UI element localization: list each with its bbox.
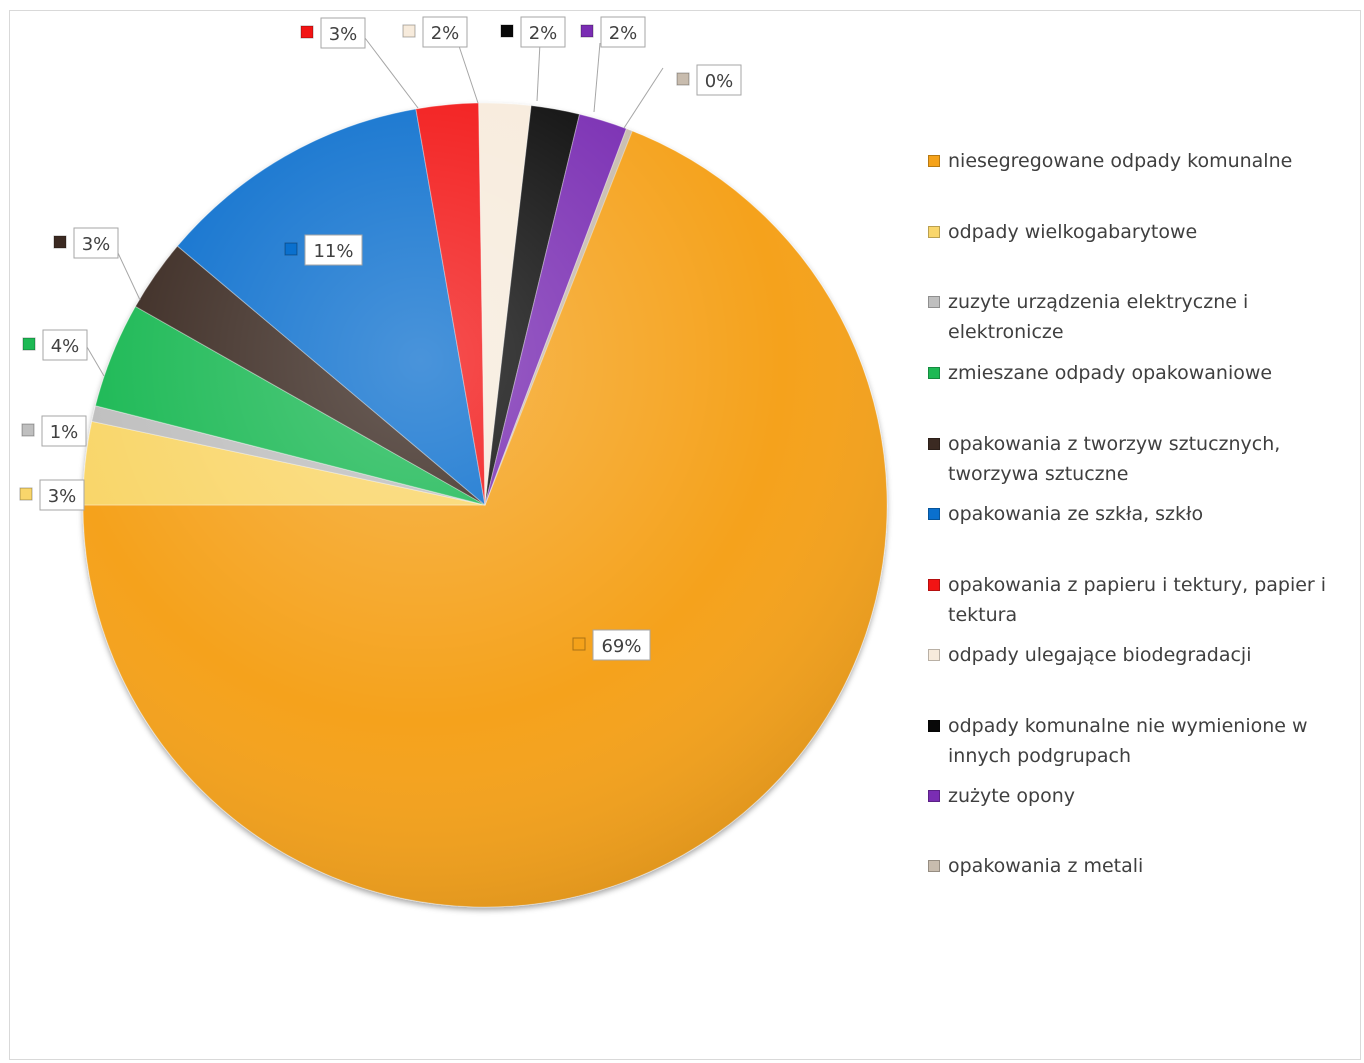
leader-line	[536, 42, 541, 102]
green-square-icon	[928, 367, 940, 379]
data-label-box	[422, 16, 468, 48]
data-label-key-icon	[580, 24, 594, 38]
legend-label: odpady ulegające biodegradacji	[948, 644, 1252, 666]
data-label-text: 11%	[313, 241, 353, 262]
legend-item: opakowania z papieru i tektury, papier i…	[928, 570, 1358, 630]
orange-square-icon	[928, 155, 940, 167]
data-label-text: 3%	[82, 234, 111, 255]
data-label-box	[696, 64, 742, 96]
data-label-box	[39, 479, 85, 511]
legend-item: odpady ulegające biodegradacji	[928, 640, 1358, 670]
data-label-text: 3%	[329, 24, 358, 45]
data-label-text: 4%	[51, 336, 80, 357]
data-label-box	[73, 227, 119, 259]
data-label: 69%	[572, 629, 651, 661]
data-label-text: 0%	[705, 71, 734, 92]
data-label-key-icon	[284, 242, 298, 256]
data-label-key-icon	[22, 337, 36, 351]
legend-item: zużyte opony	[928, 781, 1358, 811]
legend-label: opakowania z tworzyw sztucznych, tworzywa…	[948, 433, 1281, 485]
legend-label: opakowania z metali	[948, 855, 1144, 877]
legend-item: zmieszane odpady opakowaniowe	[928, 358, 1358, 388]
legend-label: opakowania z papieru i tektury, papier i…	[948, 574, 1327, 626]
data-label-text: 2%	[609, 23, 638, 44]
data-label-box	[320, 17, 366, 49]
data-label: 3%	[53, 227, 119, 259]
data-label: 11%	[284, 234, 363, 266]
data-label-key-icon	[572, 637, 586, 651]
blue-square-icon	[928, 508, 940, 520]
cream-square-icon	[928, 649, 940, 661]
leader-line	[86, 346, 105, 377]
legend-label: zużyte opony	[948, 785, 1076, 807]
data-label-key-icon	[21, 423, 35, 437]
data-label: 2%	[402, 16, 468, 48]
data-label-box	[304, 234, 363, 266]
data-label-key-icon	[300, 25, 314, 39]
data-label: 2%	[580, 16, 646, 48]
legend-item: opakowania z tworzyw sztucznych, tworzywa…	[928, 429, 1358, 489]
data-label: 2%	[500, 16, 566, 48]
red-square-icon	[928, 579, 940, 591]
data-label-box	[41, 415, 87, 447]
data-label-box	[520, 16, 566, 48]
legend-label: zuzyte urządzenia elektryczne i elektroni…	[948, 291, 1249, 343]
brown-square-icon	[928, 438, 940, 450]
legend-label: niesegregowane odpady komunalne	[948, 150, 1293, 172]
data-label-text: 1%	[50, 422, 79, 443]
data-label: 3%	[19, 479, 85, 511]
leader-line	[364, 37, 419, 109]
data-label-key-icon	[500, 24, 514, 38]
data-label-text: 2%	[529, 23, 558, 44]
data-label-key-icon	[53, 235, 67, 249]
legend-label: odpady wielkogabarytowe	[948, 221, 1198, 243]
legend-label: odpady komunalne nie wymienione w innych …	[948, 715, 1308, 767]
data-label-box	[600, 16, 646, 48]
data-label-box	[592, 629, 651, 661]
leader-line	[623, 67, 664, 129]
leader-line	[593, 42, 601, 113]
data-label-key-icon	[19, 487, 33, 501]
data-label-key-icon	[676, 72, 690, 86]
data-label-text: 69%	[601, 636, 641, 657]
legend-item: odpady wielkogabarytowe	[928, 217, 1358, 247]
legend-label: zmieszane odpady opakowaniowe	[948, 362, 1273, 384]
yellow-square-icon	[928, 226, 940, 238]
pie-slices	[82, 102, 888, 908]
legend-item: odpady komunalne nie wymienione w innych …	[928, 711, 1358, 771]
data-label-text: 3%	[48, 486, 77, 507]
leader-line	[457, 42, 479, 104]
black-square-icon	[928, 720, 940, 732]
data-label: 0%	[676, 64, 742, 96]
data-label-text: 2%	[431, 23, 460, 44]
legend-item: opakowania z metali	[928, 851, 1358, 881]
legend-item: zuzyte urządzenia elektryczne i elektroni…	[928, 287, 1358, 347]
purple-square-icon	[928, 790, 940, 802]
leader-line	[117, 252, 141, 301]
gray-square-icon	[928, 296, 940, 308]
data-label-key-icon	[402, 24, 416, 38]
data-label-box	[42, 329, 88, 361]
data-label: 3%	[300, 17, 366, 49]
legend-item: opakowania ze szkła, szkło	[928, 499, 1358, 529]
data-label: 1%	[21, 415, 87, 447]
chart-area	[9, 10, 1361, 1060]
taupe-square-icon	[928, 860, 940, 872]
legend-label: opakowania ze szkła, szkło	[948, 503, 1204, 525]
legend-item: niesegregowane odpady komunalne	[928, 146, 1358, 176]
data-label: 4%	[22, 329, 88, 361]
